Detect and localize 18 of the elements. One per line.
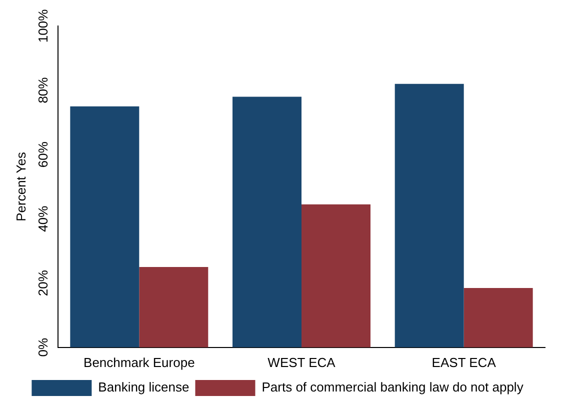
legend-label: Parts of commercial banking law do not apply <box>262 380 524 395</box>
y-tick-label: 20% <box>36 270 51 296</box>
bar <box>394 84 464 348</box>
y-tick-label: 100% <box>36 8 51 43</box>
bar <box>70 106 140 348</box>
bar <box>302 204 370 348</box>
bar <box>139 267 208 348</box>
bar <box>232 96 302 348</box>
legend-label: Banking license <box>98 380 190 395</box>
y-tick-label: 0% <box>36 338 51 357</box>
bar <box>464 288 533 348</box>
x-tick-label: Benchmark Europe <box>84 354 195 370</box>
y-tick-label: 60% <box>36 141 51 168</box>
x-tick-label: EAST ECA <box>432 354 496 370</box>
y-tick-label: 80% <box>36 76 51 104</box>
x-tick-label: WEST ECA <box>268 354 336 370</box>
y-tick-label: 40% <box>36 205 51 232</box>
y-axis-title: Percent Yes <box>13 152 28 222</box>
